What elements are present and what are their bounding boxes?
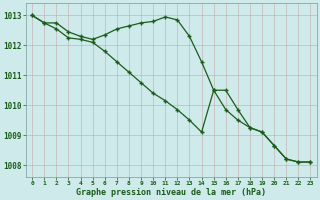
- X-axis label: Graphe pression niveau de la mer (hPa): Graphe pression niveau de la mer (hPa): [76, 188, 266, 197]
